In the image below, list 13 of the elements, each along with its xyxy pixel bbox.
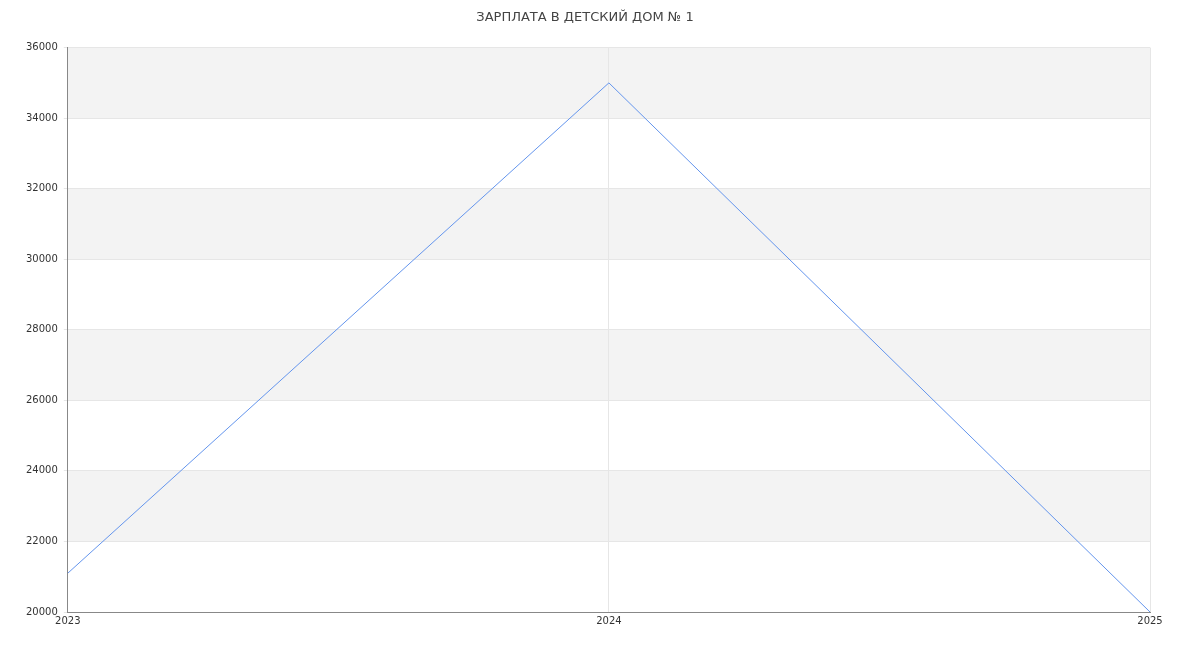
x-tick-label: 2024 xyxy=(596,614,622,626)
y-tick-label: 28000 xyxy=(26,323,58,335)
y-tick-label: 30000 xyxy=(26,252,58,264)
x-tick-label: 2025 xyxy=(1137,614,1163,626)
y-tick-label: 24000 xyxy=(26,464,58,476)
y-tick-label: 20000 xyxy=(26,605,58,617)
y-tick-label: 22000 xyxy=(26,535,58,547)
y-tick-label: 34000 xyxy=(26,111,58,123)
y-tick-label: 32000 xyxy=(26,182,58,194)
y-tick-label: 26000 xyxy=(26,393,58,405)
y-tick-label: 36000 xyxy=(26,41,58,53)
chart-title: ЗАРПЛАТА В ДЕТСКИЙ ДОМ № 1 xyxy=(476,9,694,25)
x-tick-label: 2023 xyxy=(55,614,81,626)
